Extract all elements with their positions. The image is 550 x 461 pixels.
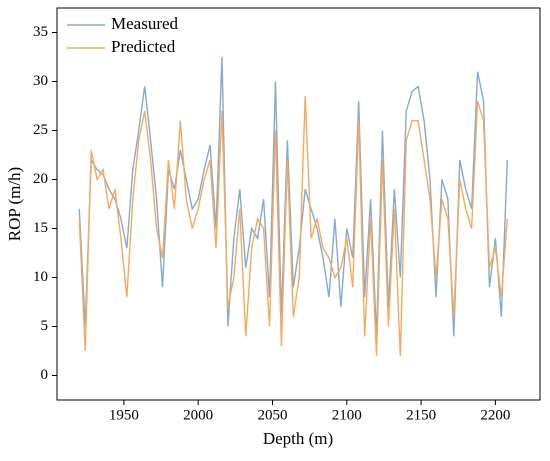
data-line (78, 96, 508, 356)
y-tick-label: 20 (33, 171, 48, 187)
plot-frame (56, 7, 541, 401)
x-tick-label: 2100 (332, 407, 362, 423)
y-tick-label: 10 (33, 269, 48, 285)
y-axis-title: ROP (m/h) (5, 167, 24, 241)
x-tick-label: 2000 (183, 407, 213, 423)
y-tick-label: 5 (41, 318, 49, 334)
x-tick-label: 2050 (257, 407, 287, 423)
legend-label: Predicted (111, 37, 176, 56)
x-tick-label: 1950 (109, 407, 139, 423)
y-tick-label: 35 (33, 24, 48, 40)
y-tick-label: 25 (33, 122, 48, 138)
x-tick-label: 2150 (406, 407, 436, 423)
data-line (78, 56, 508, 337)
y-tick-label: 15 (33, 220, 48, 236)
legend-label: Measured (111, 14, 179, 33)
x-axis-title: Depth (m) (263, 429, 333, 448)
y-tick-label: 30 (33, 73, 48, 89)
x-tick-label: 2200 (480, 407, 510, 423)
y-tick-label: 0 (41, 367, 49, 383)
